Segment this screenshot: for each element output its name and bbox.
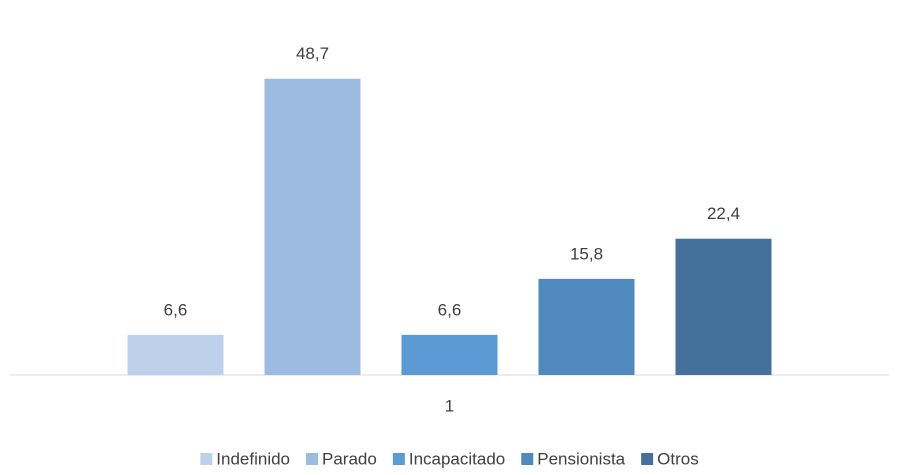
data-label: 15,8 [570, 244, 603, 263]
legend-label: Indefinido [216, 449, 290, 468]
bar [264, 78, 361, 375]
legend-swatch [392, 453, 405, 465]
legend-label: Pensionista [537, 449, 625, 468]
legend-label: Otros [657, 449, 699, 468]
data-label: 6,6 [164, 300, 188, 319]
legend-swatch [306, 453, 319, 465]
bar [675, 238, 772, 375]
legend-swatch [641, 453, 654, 465]
legend-swatch [521, 453, 534, 465]
legend-label: Incapacitado [409, 449, 505, 468]
x-tick-label: 1 [445, 396, 454, 415]
data-label: 48,7 [296, 44, 329, 63]
legend-swatch [200, 453, 213, 465]
data-label: 6,6 [438, 300, 462, 319]
bar [127, 334, 224, 375]
bar [538, 278, 635, 375]
data-label: 22,4 [707, 204, 740, 223]
legend-label: Parado [322, 449, 377, 468]
bar [401, 334, 498, 375]
